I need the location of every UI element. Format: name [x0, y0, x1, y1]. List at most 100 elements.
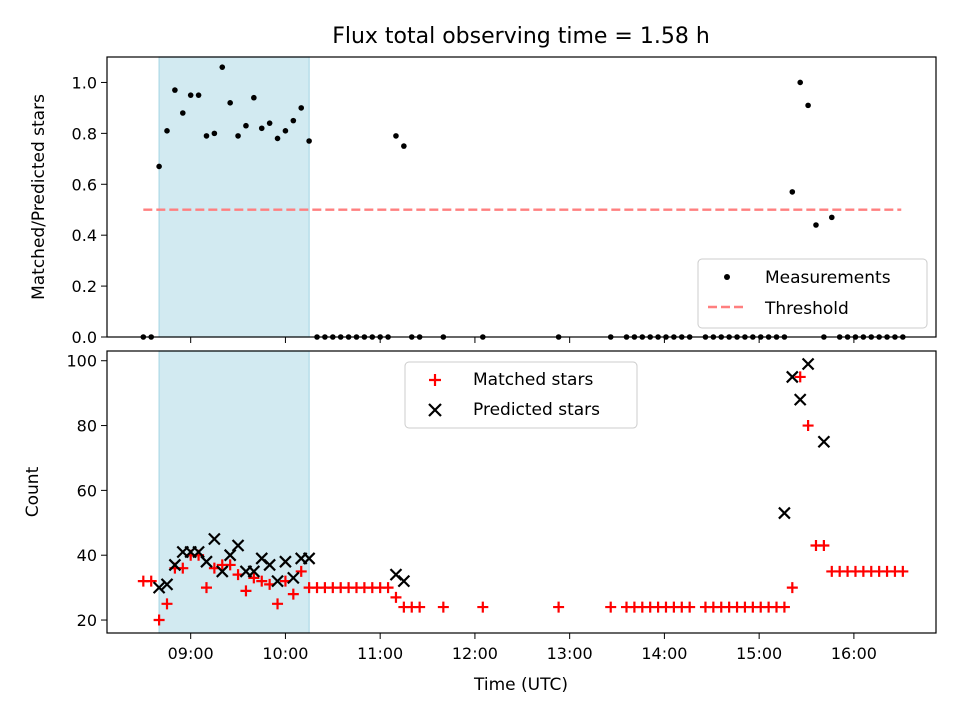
top-plot-area	[140, 56, 906, 340]
matched-point	[287, 588, 299, 600]
measurement-point	[172, 87, 178, 93]
measurement-point	[203, 133, 210, 139]
chart-title: Flux total observing time = 1.58 h	[332, 24, 710, 49]
matched-point	[818, 539, 830, 551]
y-tick-label: 40	[77, 546, 97, 565]
matched-point	[248, 572, 260, 584]
measurement-point	[211, 130, 218, 137]
matched-point	[786, 582, 798, 594]
measurement-point	[156, 163, 162, 170]
top-x-ticks	[190, 337, 855, 343]
predicted-point	[208, 532, 221, 546]
measurement-point	[219, 64, 226, 70]
legend-matched-marker	[429, 374, 441, 386]
bottom-panel: 20 40 60 80 100 09:00 10:00 11:00 12:00 13:00 14:…	[23, 350, 937, 695]
predicted-point	[200, 555, 213, 568]
y-tick-label: 0.8	[72, 124, 97, 143]
measurement-point	[179, 110, 186, 116]
matched-point	[382, 582, 394, 594]
measurement-point	[266, 120, 273, 126]
measurement-point	[813, 222, 819, 228]
x-mark-icon	[428, 403, 442, 417]
measurement-point	[828, 214, 835, 221]
x-axis-label: Time (UTC)	[473, 675, 568, 695]
x-tick-label: 14:00	[641, 644, 687, 663]
matched-point	[240, 585, 252, 597]
bottom-legend: Matched stars Predicted stars	[404, 361, 638, 429]
measurement-point	[282, 128, 289, 134]
observing-span	[158, 350, 310, 634]
y-tick-label: 0.2	[72, 277, 97, 296]
measurement-point	[195, 92, 202, 98]
predicted-point	[801, 357, 815, 371]
x-tick-label: 11:00	[357, 644, 403, 663]
matched-point	[414, 601, 426, 613]
top-y-ticks: 0.0 0.2 0.4 0.6 0.8 1.0	[72, 73, 107, 347]
y-tick-label: 80	[77, 417, 97, 436]
measurement-point	[227, 100, 233, 106]
matched-point	[390, 591, 402, 603]
predicted-point	[263, 558, 276, 572]
x-tick-label: 09:00	[168, 644, 214, 663]
predicted-point	[287, 571, 300, 585]
predicted-point	[215, 565, 229, 578]
observing-span	[158, 56, 310, 338]
y-tick-label: 20	[77, 611, 97, 630]
legend-matched-label: Matched stars	[473, 370, 593, 390]
measurement-point	[393, 133, 399, 139]
measurement-point	[306, 138, 312, 144]
measurement-point	[298, 105, 305, 111]
y-tick-label: 0.6	[72, 175, 97, 194]
matched-point	[256, 575, 268, 587]
y-tick-label: 60	[77, 481, 97, 500]
measurement-point	[164, 128, 170, 134]
matched-point	[794, 371, 806, 383]
measurement-point	[187, 92, 194, 98]
measurement-point	[401, 143, 407, 149]
matched-point	[553, 601, 565, 613]
matched-point	[161, 598, 173, 610]
measurement-point	[789, 189, 796, 195]
legend-measurements-marker	[724, 274, 730, 280]
predicted-point	[231, 539, 245, 552]
top-legend-box	[697, 258, 928, 329]
legend-threshold-label: Threshold	[764, 299, 849, 319]
matched-point	[477, 601, 489, 613]
top-axes-frame	[106, 56, 937, 338]
legend-predicted-marker	[428, 403, 442, 417]
top-y-axis-label: Matched/Predicted stars	[29, 94, 49, 300]
predicted-point	[192, 545, 205, 559]
top-panel: 0.0 0.2 0.4 0.6 0.8 1.0 Matched/Predicted sta…	[29, 56, 937, 347]
measurement-point	[235, 133, 241, 139]
matched-point	[684, 601, 696, 613]
predicted-point	[152, 581, 166, 594]
matched-point	[897, 565, 909, 577]
predicted-point	[160, 578, 174, 591]
matched-point	[224, 559, 236, 571]
predicted-point	[793, 393, 807, 406]
y-tick-label: 0.4	[72, 226, 97, 245]
predicted-point	[302, 552, 316, 565]
legend-measurements-label: Measurements	[765, 268, 891, 288]
x-tick-label: 10:00	[262, 644, 308, 663]
bottom-x-ticks: 09:00 10:00 11:00 12:00 13:00 14:00 15:00 16:00	[168, 633, 877, 663]
plus-icon	[429, 374, 441, 386]
matched-point	[200, 582, 212, 594]
x-tick-label: 12:00	[452, 644, 498, 663]
bottom-legend-box	[404, 361, 638, 429]
matched-point	[802, 420, 814, 432]
measurement-point	[251, 94, 257, 101]
x-tick-label: 15:00	[736, 644, 782, 663]
predicted-point	[817, 435, 831, 449]
x-tick-label: 13:00	[547, 644, 593, 663]
measurement-point	[243, 122, 249, 129]
matched-point	[153, 614, 165, 626]
x-tick-label: 16:00	[831, 644, 877, 663]
predicted-point	[271, 574, 284, 588]
predicted-point	[168, 558, 182, 572]
matched-point	[778, 601, 790, 613]
predicted-point	[786, 370, 799, 384]
y-tick-label: 100	[66, 352, 97, 371]
matched-point	[437, 601, 449, 613]
